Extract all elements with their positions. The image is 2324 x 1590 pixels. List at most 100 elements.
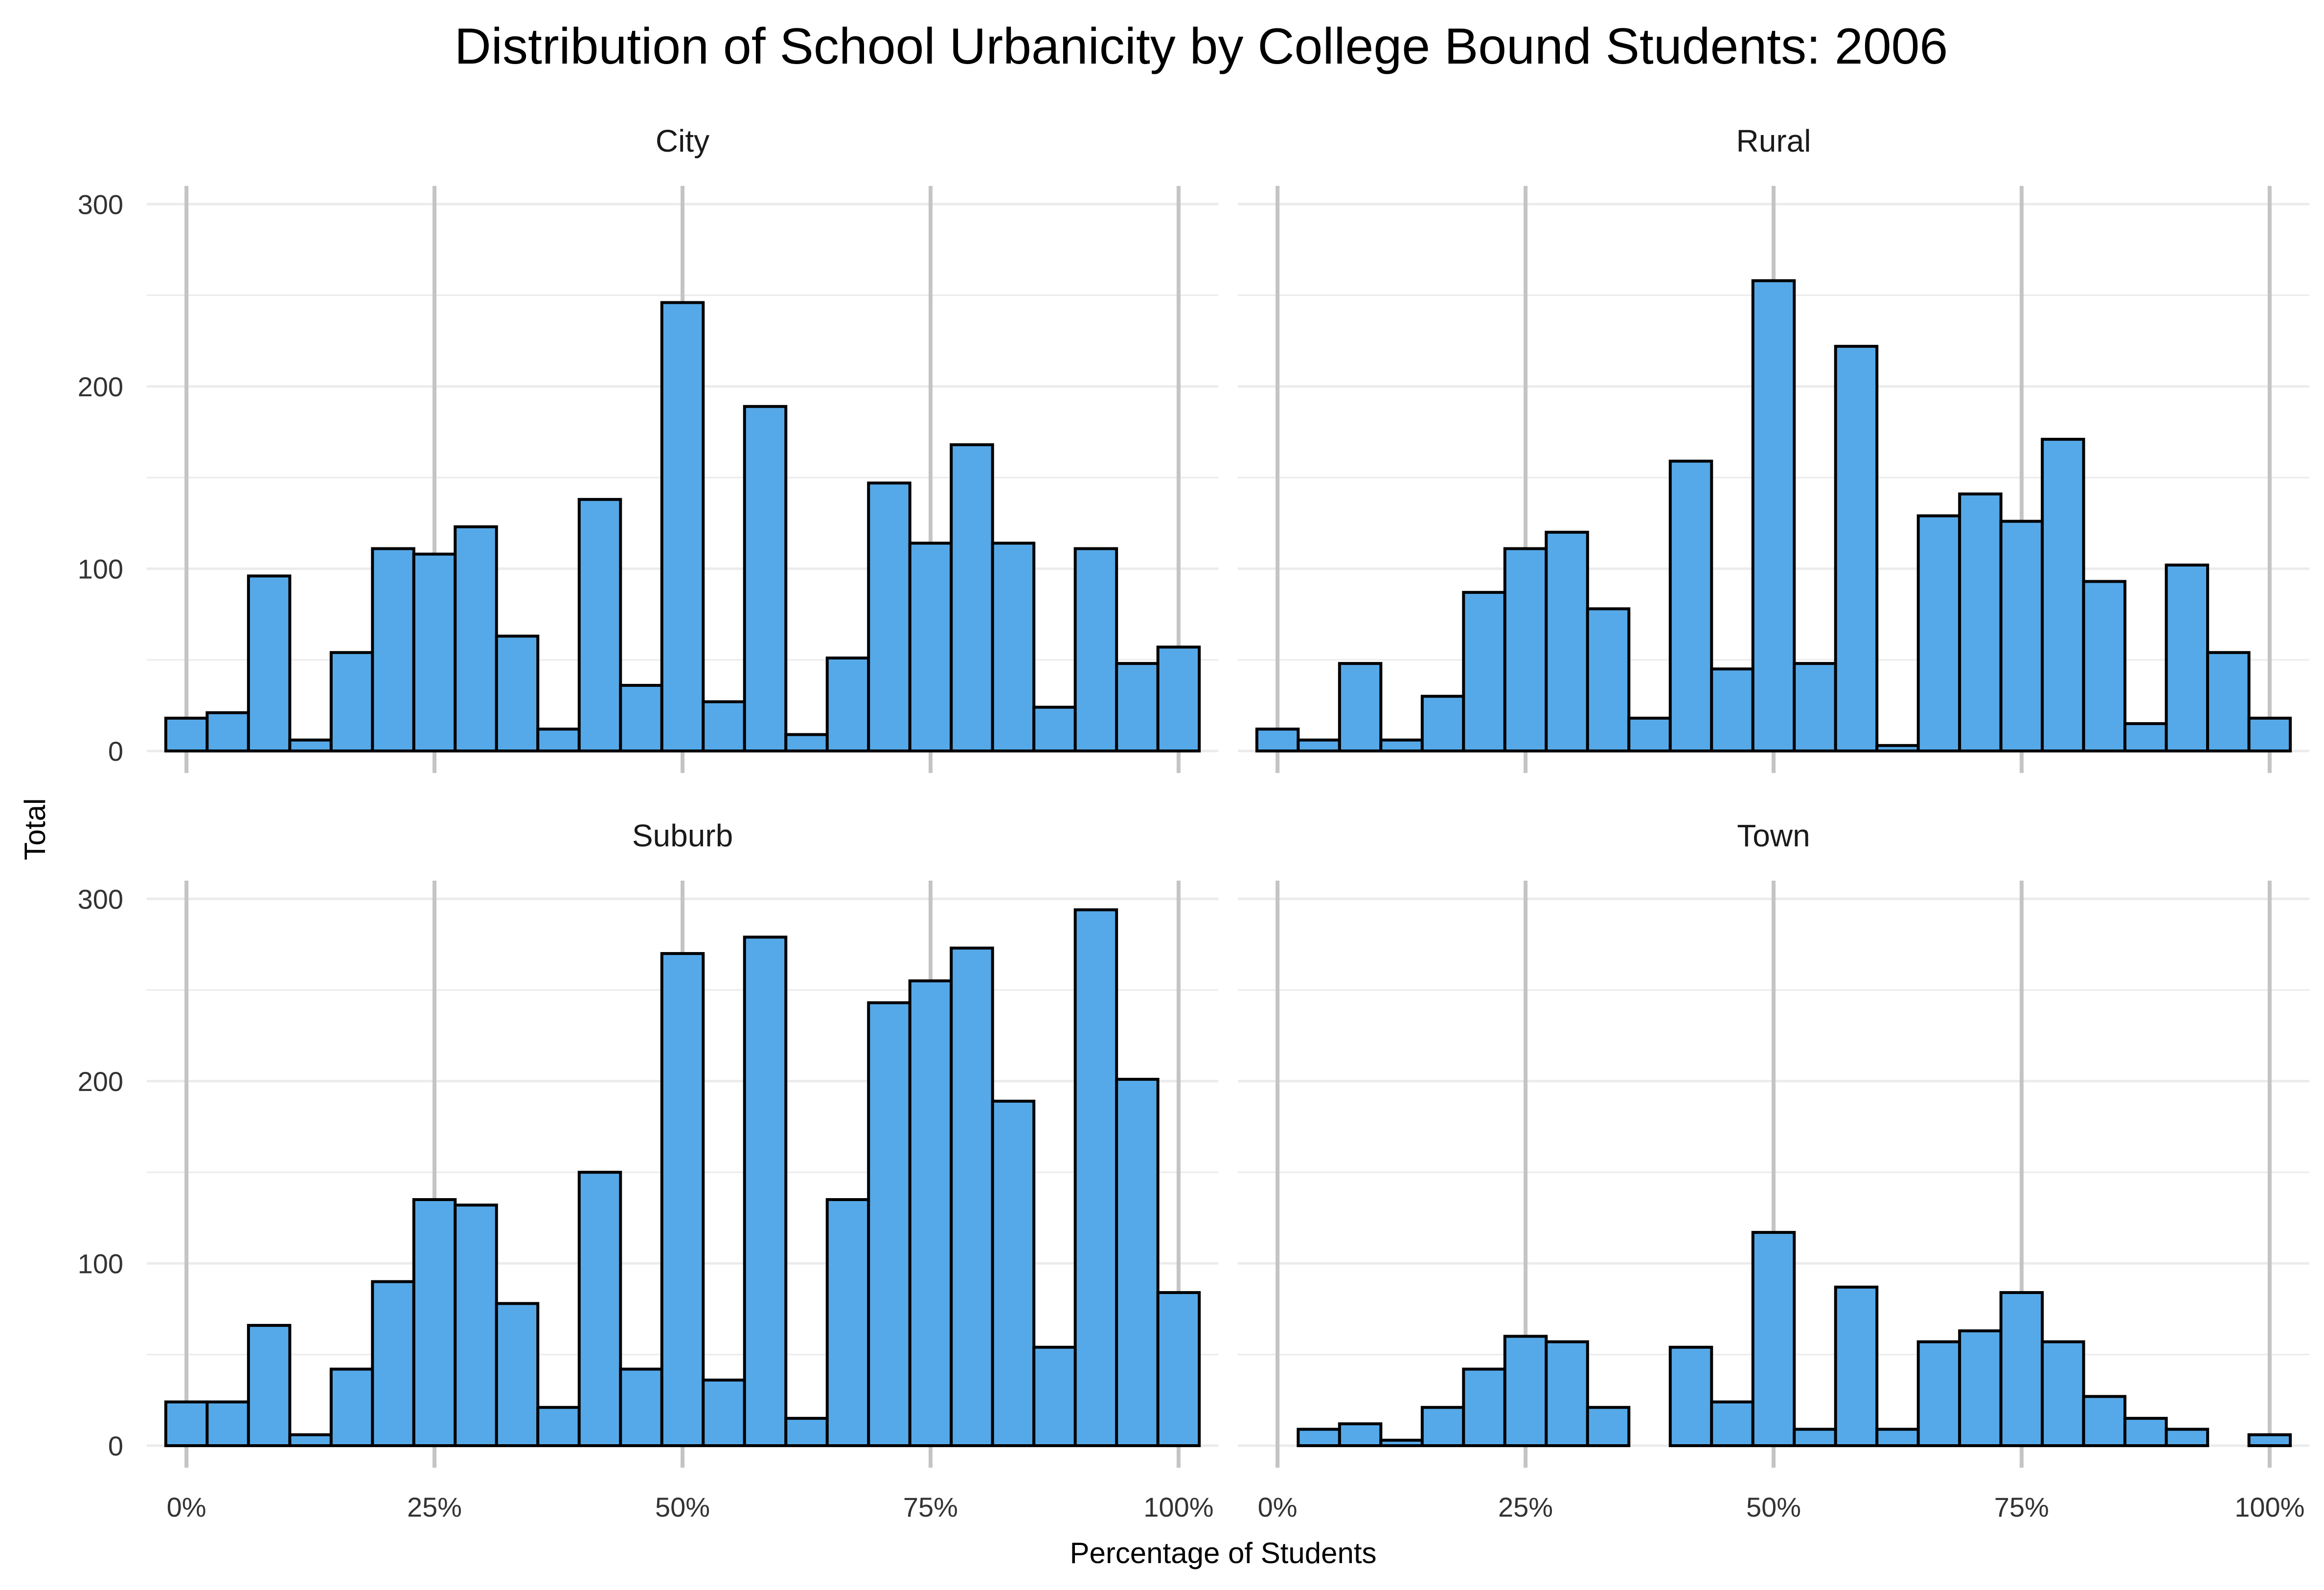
histogram-bar <box>1338 1422 1383 1447</box>
histogram-bar <box>950 946 994 1447</box>
histogram-bar <box>1032 1345 1077 1447</box>
histogram-bar <box>908 542 953 752</box>
x-tick-label: 50% <box>1746 1492 1801 1522</box>
histogram-bar <box>2082 1395 2127 1448</box>
histogram-bar <box>743 405 788 752</box>
histogram-bar <box>825 656 870 753</box>
histogram-bar <box>991 1099 1036 1447</box>
histogram-bar <box>1338 662 1383 752</box>
histogram-bar <box>1710 1400 1754 1447</box>
histogram-bar <box>1156 645 1201 752</box>
histogram-bar <box>1793 1428 1837 1448</box>
histogram-bar <box>660 301 705 752</box>
histogram-bar <box>247 574 292 753</box>
histogram-bar <box>2247 1433 2292 1448</box>
histogram-bar <box>2041 437 2085 752</box>
histogram-bar <box>371 547 415 752</box>
x-tick-label: 75% <box>903 1492 958 1522</box>
facet-strip-label: City <box>656 123 709 159</box>
histogram-bar <box>1958 492 2003 752</box>
histogram-bar <box>1999 1291 2044 1447</box>
x-tick-label: 100% <box>1143 1492 1213 1522</box>
facet-strip-label: Rural <box>1736 123 1811 159</box>
y-axis-label: Total <box>19 798 51 861</box>
histogram-bar <box>1875 1428 1920 1448</box>
histogram-bar <box>908 979 953 1447</box>
histogram-bar <box>867 1001 911 1448</box>
panel-city: City 0 100 200 300 <box>78 123 1218 773</box>
histogram-bar <box>1751 279 1796 752</box>
histogram-bar <box>1958 1329 2003 1447</box>
histogram-bar <box>371 1280 415 1448</box>
x-tick-label: 25% <box>407 1492 462 1522</box>
histogram-bar <box>495 1302 540 1448</box>
histogram-bar <box>1545 1340 1589 1448</box>
histogram-bar <box>536 1406 581 1447</box>
chart-title: Distribution of School Urbanicity by Col… <box>455 18 1948 75</box>
x-tick-label: 50% <box>655 1492 710 1522</box>
histogram-bar <box>329 1367 374 1447</box>
histogram-bar <box>577 498 622 752</box>
y-tick-label: 200 <box>78 1066 123 1097</box>
histogram-bar <box>1297 1428 1341 1448</box>
histogram-bar <box>1710 667 1754 753</box>
y-tick-label: 200 <box>78 371 123 402</box>
histogram-bar <box>1875 744 1920 753</box>
histogram-bar <box>1586 607 1631 752</box>
histogram-bar <box>164 1400 209 1447</box>
x-tick-label: 0% <box>1258 1492 1298 1522</box>
histogram-bar <box>784 733 829 753</box>
y-tick-label: 0 <box>108 1431 123 1461</box>
histogram-bar <box>288 738 333 752</box>
histogram-bar <box>454 525 498 753</box>
histogram-bar <box>1586 1406 1631 1447</box>
histogram-bar <box>825 1198 870 1447</box>
histogram-bar <box>702 700 746 752</box>
histogram-bar <box>495 635 540 752</box>
x-tick-label: 25% <box>1498 1492 1553 1522</box>
histogram-bar <box>1545 530 1589 752</box>
histogram-bar <box>991 542 1036 752</box>
histogram-bar <box>1999 520 2044 752</box>
histogram-bar <box>329 651 374 752</box>
facet-panels: City 0 100 200 300 Rural Suburb 0 100 200 300 0% 25%… <box>78 123 2309 1522</box>
histogram-bar <box>1073 908 1118 1447</box>
histogram-bar <box>1462 591 1506 753</box>
y-tick-label: 100 <box>78 553 123 584</box>
histogram-bar <box>1503 1335 1548 1448</box>
histogram-bar <box>702 1378 746 1447</box>
histogram-bar <box>619 1367 663 1447</box>
x-tick-label: 0% <box>167 1492 206 1522</box>
histogram-bar <box>1420 695 1465 753</box>
histogram-bar <box>577 1171 622 1448</box>
histogram-bar <box>1668 1345 1713 1447</box>
y-tick-label: 100 <box>78 1248 123 1279</box>
histogram-bar <box>1156 1291 1201 1447</box>
histogram-bar <box>412 1198 457 1447</box>
histogram-bar <box>1834 1285 1879 1447</box>
panel-suburb: Suburb 0 100 200 300 0% 25% 50% 75% 100% <box>78 818 1218 1522</box>
histogram-bar <box>1255 727 1300 752</box>
histogram-bar <box>1793 662 1837 752</box>
histogram-bar <box>660 952 705 1447</box>
y-tick-label: 300 <box>78 189 123 220</box>
histogram-bar <box>1751 1231 1796 1447</box>
facet-strip-label: Suburb <box>632 818 733 853</box>
histogram-bar <box>2247 716 2292 752</box>
histogram-bar <box>2123 1417 2168 1447</box>
histogram-bar <box>2206 651 2251 752</box>
histogram-bar <box>1420 1406 1465 1447</box>
histogram-bar <box>2165 563 2210 753</box>
histogram-bar <box>412 552 457 752</box>
panel-rural: Rural <box>1238 123 2309 773</box>
histogram-bar <box>247 1324 292 1447</box>
histogram-bar <box>2165 1428 2210 1448</box>
histogram-bar <box>867 481 911 752</box>
histogram-bar <box>1379 738 1424 752</box>
histogram-bar <box>1503 547 1548 752</box>
histogram-bar <box>1379 1438 1424 1447</box>
panel-town: Town 0% 25% 50% 75% 100% <box>1238 818 2309 1522</box>
x-tick-label: 75% <box>1994 1492 2049 1522</box>
histogram-bar <box>1916 1340 1961 1448</box>
